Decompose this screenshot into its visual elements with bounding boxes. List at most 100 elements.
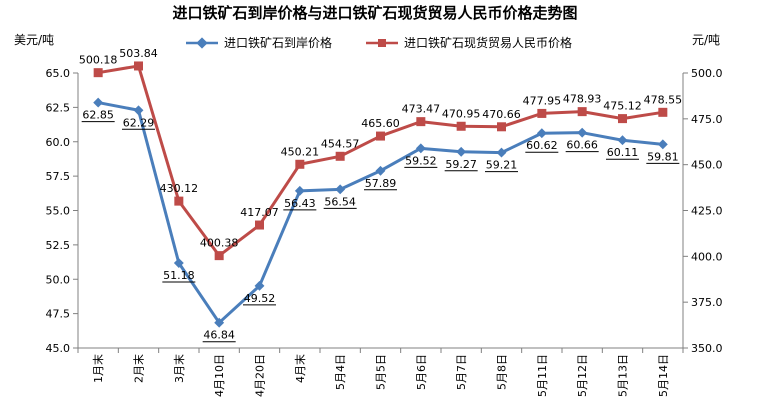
data-label-fob: 59.52 xyxy=(405,154,437,167)
data-label-fob: 60.66 xyxy=(566,139,598,152)
legend-label-fob: 进口铁矿石到岸价格 xyxy=(224,35,332,50)
data-point-square xyxy=(618,114,627,124)
series-markers xyxy=(93,61,668,328)
data-label-rmb: 450.21 xyxy=(281,145,320,158)
right-tick-label: 400.0 xyxy=(691,250,723,263)
data-point-diamond xyxy=(133,105,144,116)
left-tick-label: 50.0 xyxy=(46,273,71,286)
right-tick-label: 425.0 xyxy=(691,205,723,218)
data-label-fob: 49.52 xyxy=(244,292,276,305)
data-point-diamond xyxy=(294,185,305,196)
data-point-diamond xyxy=(536,128,547,139)
data-point-diamond xyxy=(173,258,184,268)
axes: 45.0 47.5 50.0 52.5 55.0 57.5 60.0 62.5 65.0 350.… xyxy=(46,67,723,355)
data-label-rmb: 417.07 xyxy=(240,206,279,219)
legend-marker-fob xyxy=(196,37,208,49)
right-tick-label: 350.0 xyxy=(691,342,723,355)
x-tick-label: 5月11日 xyxy=(536,354,549,397)
x-tick-label: 5月8日 xyxy=(496,354,509,390)
data-point-square xyxy=(376,131,385,141)
left-tick-label: 65.0 xyxy=(46,67,71,80)
legend: 进口铁矿石到岸价格 进口铁矿石现货贸易人民币价格 xyxy=(186,35,572,50)
data-label-rmb: 470.66 xyxy=(482,108,521,121)
data-label-rmb: 478.55 xyxy=(644,93,683,106)
data-point-diamond xyxy=(335,184,346,195)
data-labels: 62.85 62.29 51.18 46.84 49.52 56.43 56.54 57.89… xyxy=(79,47,683,343)
data-point-square xyxy=(416,117,426,127)
data-point-square xyxy=(456,121,466,131)
legend-label-rmb: 进口铁矿石现货贸易人民币价格 xyxy=(404,35,572,50)
left-tick-label: 55.0 xyxy=(46,205,71,218)
left-tick-label: 47.5 xyxy=(46,308,71,321)
data-label-fob: 59.27 xyxy=(445,158,477,171)
data-label-fob: 62.85 xyxy=(82,109,114,122)
data-label-rmb: 430.12 xyxy=(160,182,199,195)
data-label-fob: 59.21 xyxy=(486,159,518,172)
x-tick-label: 5月13日 xyxy=(617,354,630,397)
data-point-diamond xyxy=(657,139,668,150)
data-point-diamond xyxy=(456,146,467,157)
left-tick-label: 60.0 xyxy=(46,136,71,149)
left-tick-label: 45.0 xyxy=(46,342,71,355)
data-label-rmb: 477.95 xyxy=(523,94,562,107)
data-label-rmb: 400.38 xyxy=(200,237,239,250)
data-point-diamond xyxy=(93,97,104,108)
data-point-square xyxy=(658,107,668,117)
data-label-fob: 62.29 xyxy=(123,116,155,129)
x-tick-label: 1月末 xyxy=(91,354,105,383)
data-label-fob: 59.81 xyxy=(647,150,679,163)
chart-title: 进口铁矿石到岸价格与进口铁矿石现货贸易人民币价格走势图 xyxy=(172,4,577,22)
left-tick-label: 62.5 xyxy=(46,101,71,114)
data-point-square xyxy=(537,108,547,118)
right-axis-unit: 元/吨 xyxy=(692,33,720,47)
data-label-rmb: 465.60 xyxy=(361,117,400,130)
x-tick-label: 2月末 xyxy=(132,354,146,383)
data-point-square xyxy=(577,107,587,117)
data-point-square xyxy=(497,122,506,132)
data-label-rmb: 475.12 xyxy=(603,100,642,113)
x-tick-label: 4月末 xyxy=(293,354,307,383)
left-tick-label: 52.5 xyxy=(46,239,71,252)
data-label-fob: 57.89 xyxy=(365,177,397,190)
data-point-square xyxy=(93,68,103,78)
data-point-diamond xyxy=(415,143,426,154)
data-label-rmb: 473.47 xyxy=(402,103,441,116)
x-tick-label: 5月14日 xyxy=(657,354,670,397)
right-tick-label: 450.0 xyxy=(691,159,723,172)
data-label-rmb: 503.84 xyxy=(119,47,158,60)
right-tick-label: 475.0 xyxy=(691,113,723,126)
x-tick-label: 5月6日 xyxy=(415,354,428,390)
data-point-square xyxy=(174,196,184,206)
data-point-square xyxy=(134,61,143,71)
x-axis-labels: 1月末 2月末 3月末 4月10日 4月20日 4月末 5月4日 5月5日 5月6日 5月7日 5月… xyxy=(91,354,670,397)
x-tick-label: 4月10日 xyxy=(213,354,226,397)
left-axis-unit: 美元/吨 xyxy=(14,33,54,47)
data-label-rmb: 478.93 xyxy=(563,93,602,106)
data-label-fob: 46.84 xyxy=(203,329,235,342)
data-label-fob: 60.62 xyxy=(526,139,558,152)
x-tick-label: 5月12日 xyxy=(576,354,589,397)
left-tick-label: 57.5 xyxy=(46,170,71,183)
data-point-square xyxy=(214,251,224,261)
data-point-diamond xyxy=(214,317,225,328)
data-point-square xyxy=(255,220,264,230)
data-point-diamond xyxy=(496,147,507,158)
data-label-fob: 56.43 xyxy=(284,197,316,210)
x-tick-label: 5月7日 xyxy=(455,354,468,390)
x-tick-label: 5月5日 xyxy=(375,354,388,390)
right-tick-label: 500.0 xyxy=(691,67,723,80)
x-tick-label: 4月20日 xyxy=(254,354,267,397)
data-point-diamond xyxy=(617,135,628,146)
data-point-square xyxy=(335,151,345,161)
x-tick-label: 5月4日 xyxy=(334,354,347,390)
data-label-rmb: 470.95 xyxy=(442,107,481,120)
data-label-rmb: 500.18 xyxy=(79,54,118,67)
data-label-fob: 51.18 xyxy=(163,269,195,282)
data-point-diamond xyxy=(577,127,588,138)
data-label-rmb: 454.57 xyxy=(321,137,360,150)
legend-marker-rmb xyxy=(378,39,386,47)
right-tick-label: 375.0 xyxy=(691,296,723,309)
x-tick-label: 3月末 xyxy=(172,354,186,383)
data-point-diamond xyxy=(375,165,386,176)
